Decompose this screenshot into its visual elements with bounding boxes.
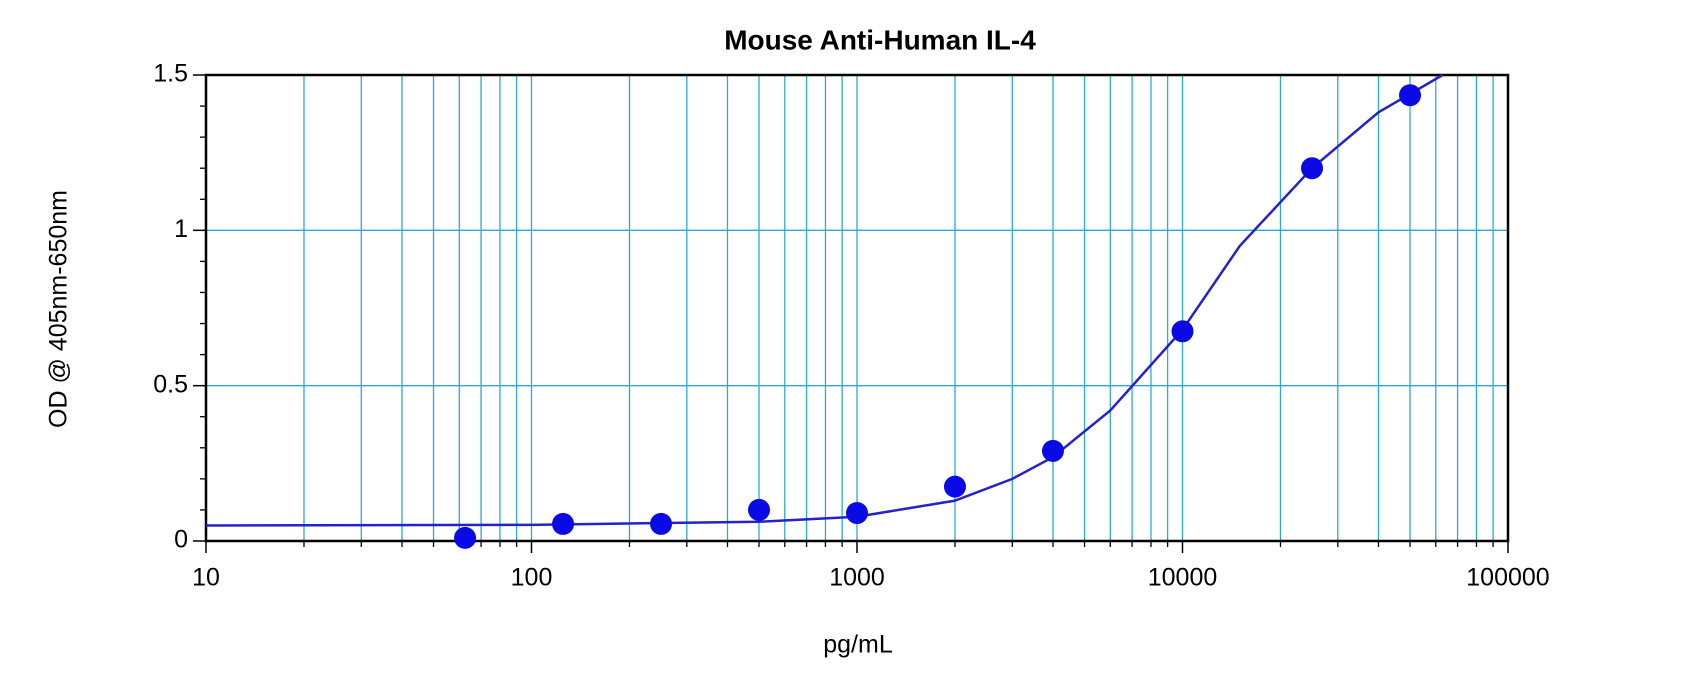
y-tick-label: 1 bbox=[174, 215, 188, 243]
chart-title: Mouse Anti-Human IL-4 bbox=[724, 24, 1036, 55]
data-point bbox=[1399, 84, 1422, 107]
data-point bbox=[1041, 439, 1064, 462]
fit-curve bbox=[205, 73, 1444, 527]
data-point bbox=[1301, 157, 1324, 180]
y-tick-label: 0.5 bbox=[153, 370, 188, 398]
data-point bbox=[1171, 320, 1194, 343]
x-tick-label: 10000 bbox=[1148, 564, 1218, 592]
data-point bbox=[846, 502, 868, 525]
data-point bbox=[552, 512, 575, 535]
data-point bbox=[650, 512, 673, 535]
plot-frame bbox=[204, 73, 1510, 543]
y-tick-label: 1.5 bbox=[153, 60, 188, 88]
data-point bbox=[454, 526, 477, 549]
y-tick-label: 0 bbox=[174, 526, 188, 554]
x-tick-label: 10 bbox=[192, 564, 220, 592]
x-axis-label: pg/mL bbox=[823, 631, 893, 659]
x-tick-label: 100000 bbox=[1466, 564, 1549, 592]
data-point bbox=[748, 498, 771, 521]
x-tick-label: 100 bbox=[511, 564, 553, 592]
data-point bbox=[943, 475, 966, 498]
y-axis-label: OD @ 405nm-650nm bbox=[45, 190, 73, 428]
x-tick-label: 1000 bbox=[829, 564, 885, 592]
